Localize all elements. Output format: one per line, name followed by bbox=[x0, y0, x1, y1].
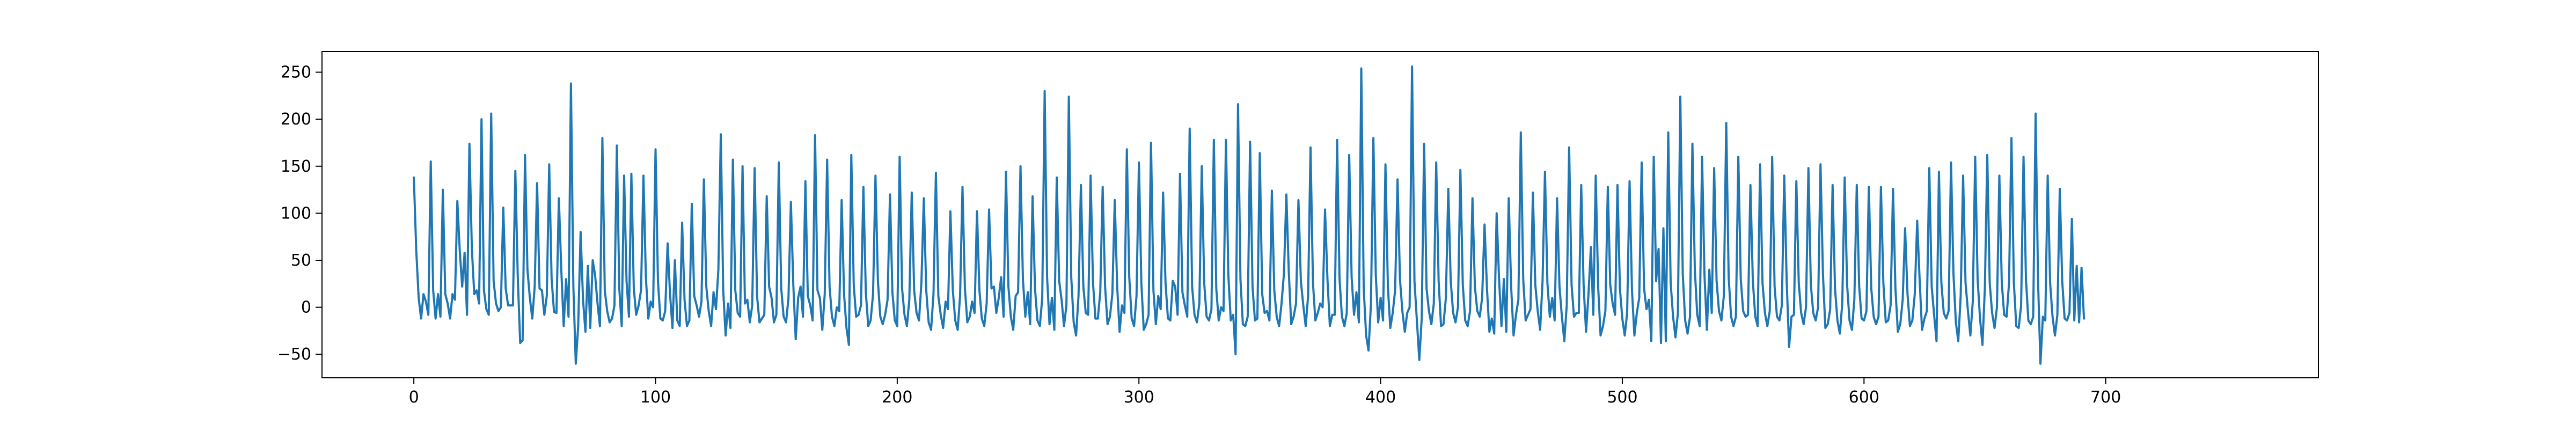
series-layer bbox=[413, 65, 2085, 365]
y-axis: −50 0 50 100 150 200 250 bbox=[277, 63, 322, 364]
x-tick-label: 400 bbox=[1365, 388, 1396, 407]
x-tick-label: 0 bbox=[409, 388, 419, 407]
y-tick-label: 100 bbox=[281, 204, 311, 223]
plot-frame bbox=[321, 51, 2319, 378]
x-tick-label: 300 bbox=[1124, 388, 1154, 407]
series-line-0 bbox=[413, 65, 2085, 365]
x-tick-label: 200 bbox=[882, 388, 912, 407]
y-tick-label: 0 bbox=[301, 298, 311, 317]
y-tick-label: 50 bbox=[291, 251, 311, 270]
y-tick-label: 200 bbox=[281, 110, 311, 129]
x-tick-label: 500 bbox=[1607, 388, 1637, 407]
x-tick-label: 100 bbox=[640, 388, 671, 407]
y-tick-label: 250 bbox=[281, 63, 311, 82]
x-tick-label: 700 bbox=[2090, 388, 2121, 407]
x-tick-label: 600 bbox=[1849, 388, 1879, 407]
x-axis: 0 100 200 300 400 500 600 700 bbox=[409, 378, 2121, 407]
y-tick-label: 150 bbox=[281, 157, 311, 176]
y-tick-label: −50 bbox=[277, 345, 311, 364]
